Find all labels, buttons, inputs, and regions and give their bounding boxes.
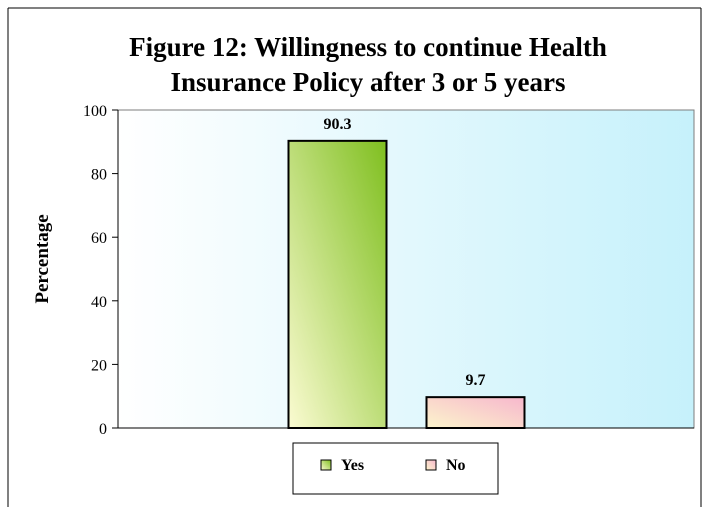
bar-yes <box>287 139 388 429</box>
legend-swatch-no <box>425 459 437 471</box>
chart-title-line2: Insurance Policy after 3 or 5 years <box>171 67 566 97</box>
y-tick-label: 100 <box>83 103 107 120</box>
chart-title-line1: Figure 12: Willingness to continue Healt… <box>129 32 607 62</box>
y-tick-label: 60 <box>91 230 107 247</box>
bar-no <box>425 396 526 429</box>
y-tick-label: 40 <box>91 294 107 311</box>
data-label-no: 9.7 <box>465 372 485 389</box>
legend: Yes No <box>292 442 499 495</box>
y-tick-label: 0 <box>99 421 107 438</box>
plot-area <box>117 109 695 429</box>
data-labels-group: 90.3 9.7 <box>323 116 485 389</box>
y-axis-label: Percentage <box>32 214 53 303</box>
y-tick-label: 80 <box>91 167 107 184</box>
legend-label-no: No <box>446 457 466 474</box>
bars-group <box>287 139 526 429</box>
legend-swatch-yes <box>320 459 332 471</box>
data-label-yes: 90.3 <box>323 116 351 133</box>
y-tick-label: 20 <box>91 357 107 374</box>
legend-label-yes: Yes <box>341 457 364 474</box>
y-axis: 0 20 40 60 80 100 <box>83 103 694 438</box>
